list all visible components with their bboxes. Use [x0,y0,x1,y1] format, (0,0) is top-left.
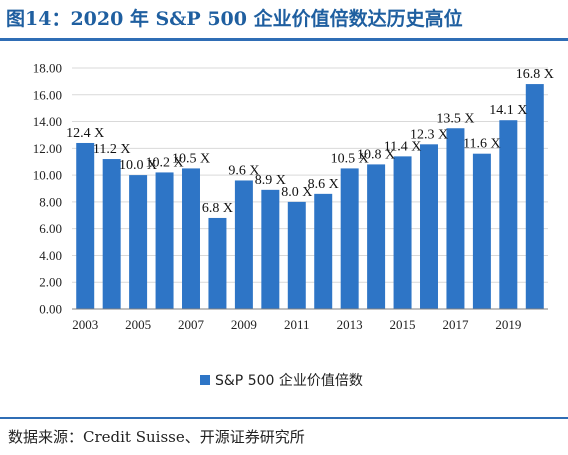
bar [261,189,280,309]
data-label: 10.5 X [172,151,210,166]
data-label: 10.0 X [119,158,157,173]
top-rule [0,38,568,41]
x-tick-label: 2013 [337,317,363,332]
data-label: 8.6 X [308,177,339,192]
bar-chart: 0.00 2.00 4.00 6.00 8.00 10.00 12.00 14.00 16.00… [33,61,554,390]
source-note: 数据来源：Credit Suisse、开源证券研究所 [8,428,305,446]
data-label: 12.3 X [410,127,448,142]
bar [525,84,544,309]
y-tick-label: 0.00 [39,302,62,317]
bar [182,168,200,309]
legend-swatch [200,375,210,385]
y-tick-label: 8.00 [39,194,62,209]
bar [314,193,333,309]
bottom-rule [0,417,568,419]
data-label: 10.8 X [357,147,395,162]
bar [234,180,253,309]
bar [499,120,518,309]
x-tick-label: 2007 [178,317,205,332]
legend: S&P 500 企业价值倍数 [200,372,363,389]
bar [446,128,465,309]
bar [367,164,386,309]
data-label: 16.8 X [516,67,554,82]
bar [208,217,227,309]
data-label: 9.6 X [228,163,259,178]
x-tick-label: 2009 [231,317,257,332]
x-tick-label: 2011 [284,317,310,332]
bar [472,153,491,309]
y-tick-label: 16.00 [33,87,62,102]
x-tick-label: 2015 [390,317,416,332]
data-labels: 12.4 X11.2 X10.0 X10.2 X10.5 X6.8 X9.6 X… [66,67,554,216]
data-label: 13.5 X [436,111,474,126]
bar [287,201,306,309]
y-tick-label: 12.00 [33,141,62,156]
data-label: 11.6 X [463,137,501,152]
data-label: 11.2 X [93,142,131,157]
y-tick-label: 10.00 [33,168,62,183]
legend-label: S&P 500 企业价值倍数 [215,372,363,389]
bars [76,84,544,309]
bar [155,172,174,309]
x-tick-label: 2005 [125,317,151,332]
data-label: 14.1 X [489,103,527,118]
bar [129,175,148,309]
figure-title: 图14：2020 年 S&P 500 企业价值倍数达历史高位 [6,8,463,30]
x-tick-label: 2017 [442,317,469,332]
y-tick-label: 14.00 [33,114,62,129]
data-label: 10.2 X [145,155,183,170]
bar [340,168,359,309]
y-tick-label: 4.00 [39,248,62,263]
data-label: 6.8 X [202,201,233,216]
y-tick-label: 6.00 [39,221,62,236]
grid-lines [72,67,548,283]
y-tick-label: 2.00 [39,275,62,290]
bar [420,144,438,309]
y-tick-label: 18.00 [33,61,62,76]
x-tick-label: 2019 [495,317,521,332]
data-label: 10.5 X [331,151,369,166]
bar [76,142,95,309]
x-axis: 2003 2005 2007 2009 2011 2013 2015 2017 2019 [72,308,548,332]
x-tick-label: 2003 [72,317,98,332]
data-label: 8.9 X [255,173,286,188]
y-axis: 0.00 2.00 4.00 6.00 8.00 10.00 12.00 14.00 16.00… [33,61,62,317]
data-label: 8.0 X [281,185,312,200]
data-label: 11.4 X [384,139,422,154]
bar [102,159,121,309]
bar [393,156,412,309]
data-label: 12.4 X [66,126,104,141]
